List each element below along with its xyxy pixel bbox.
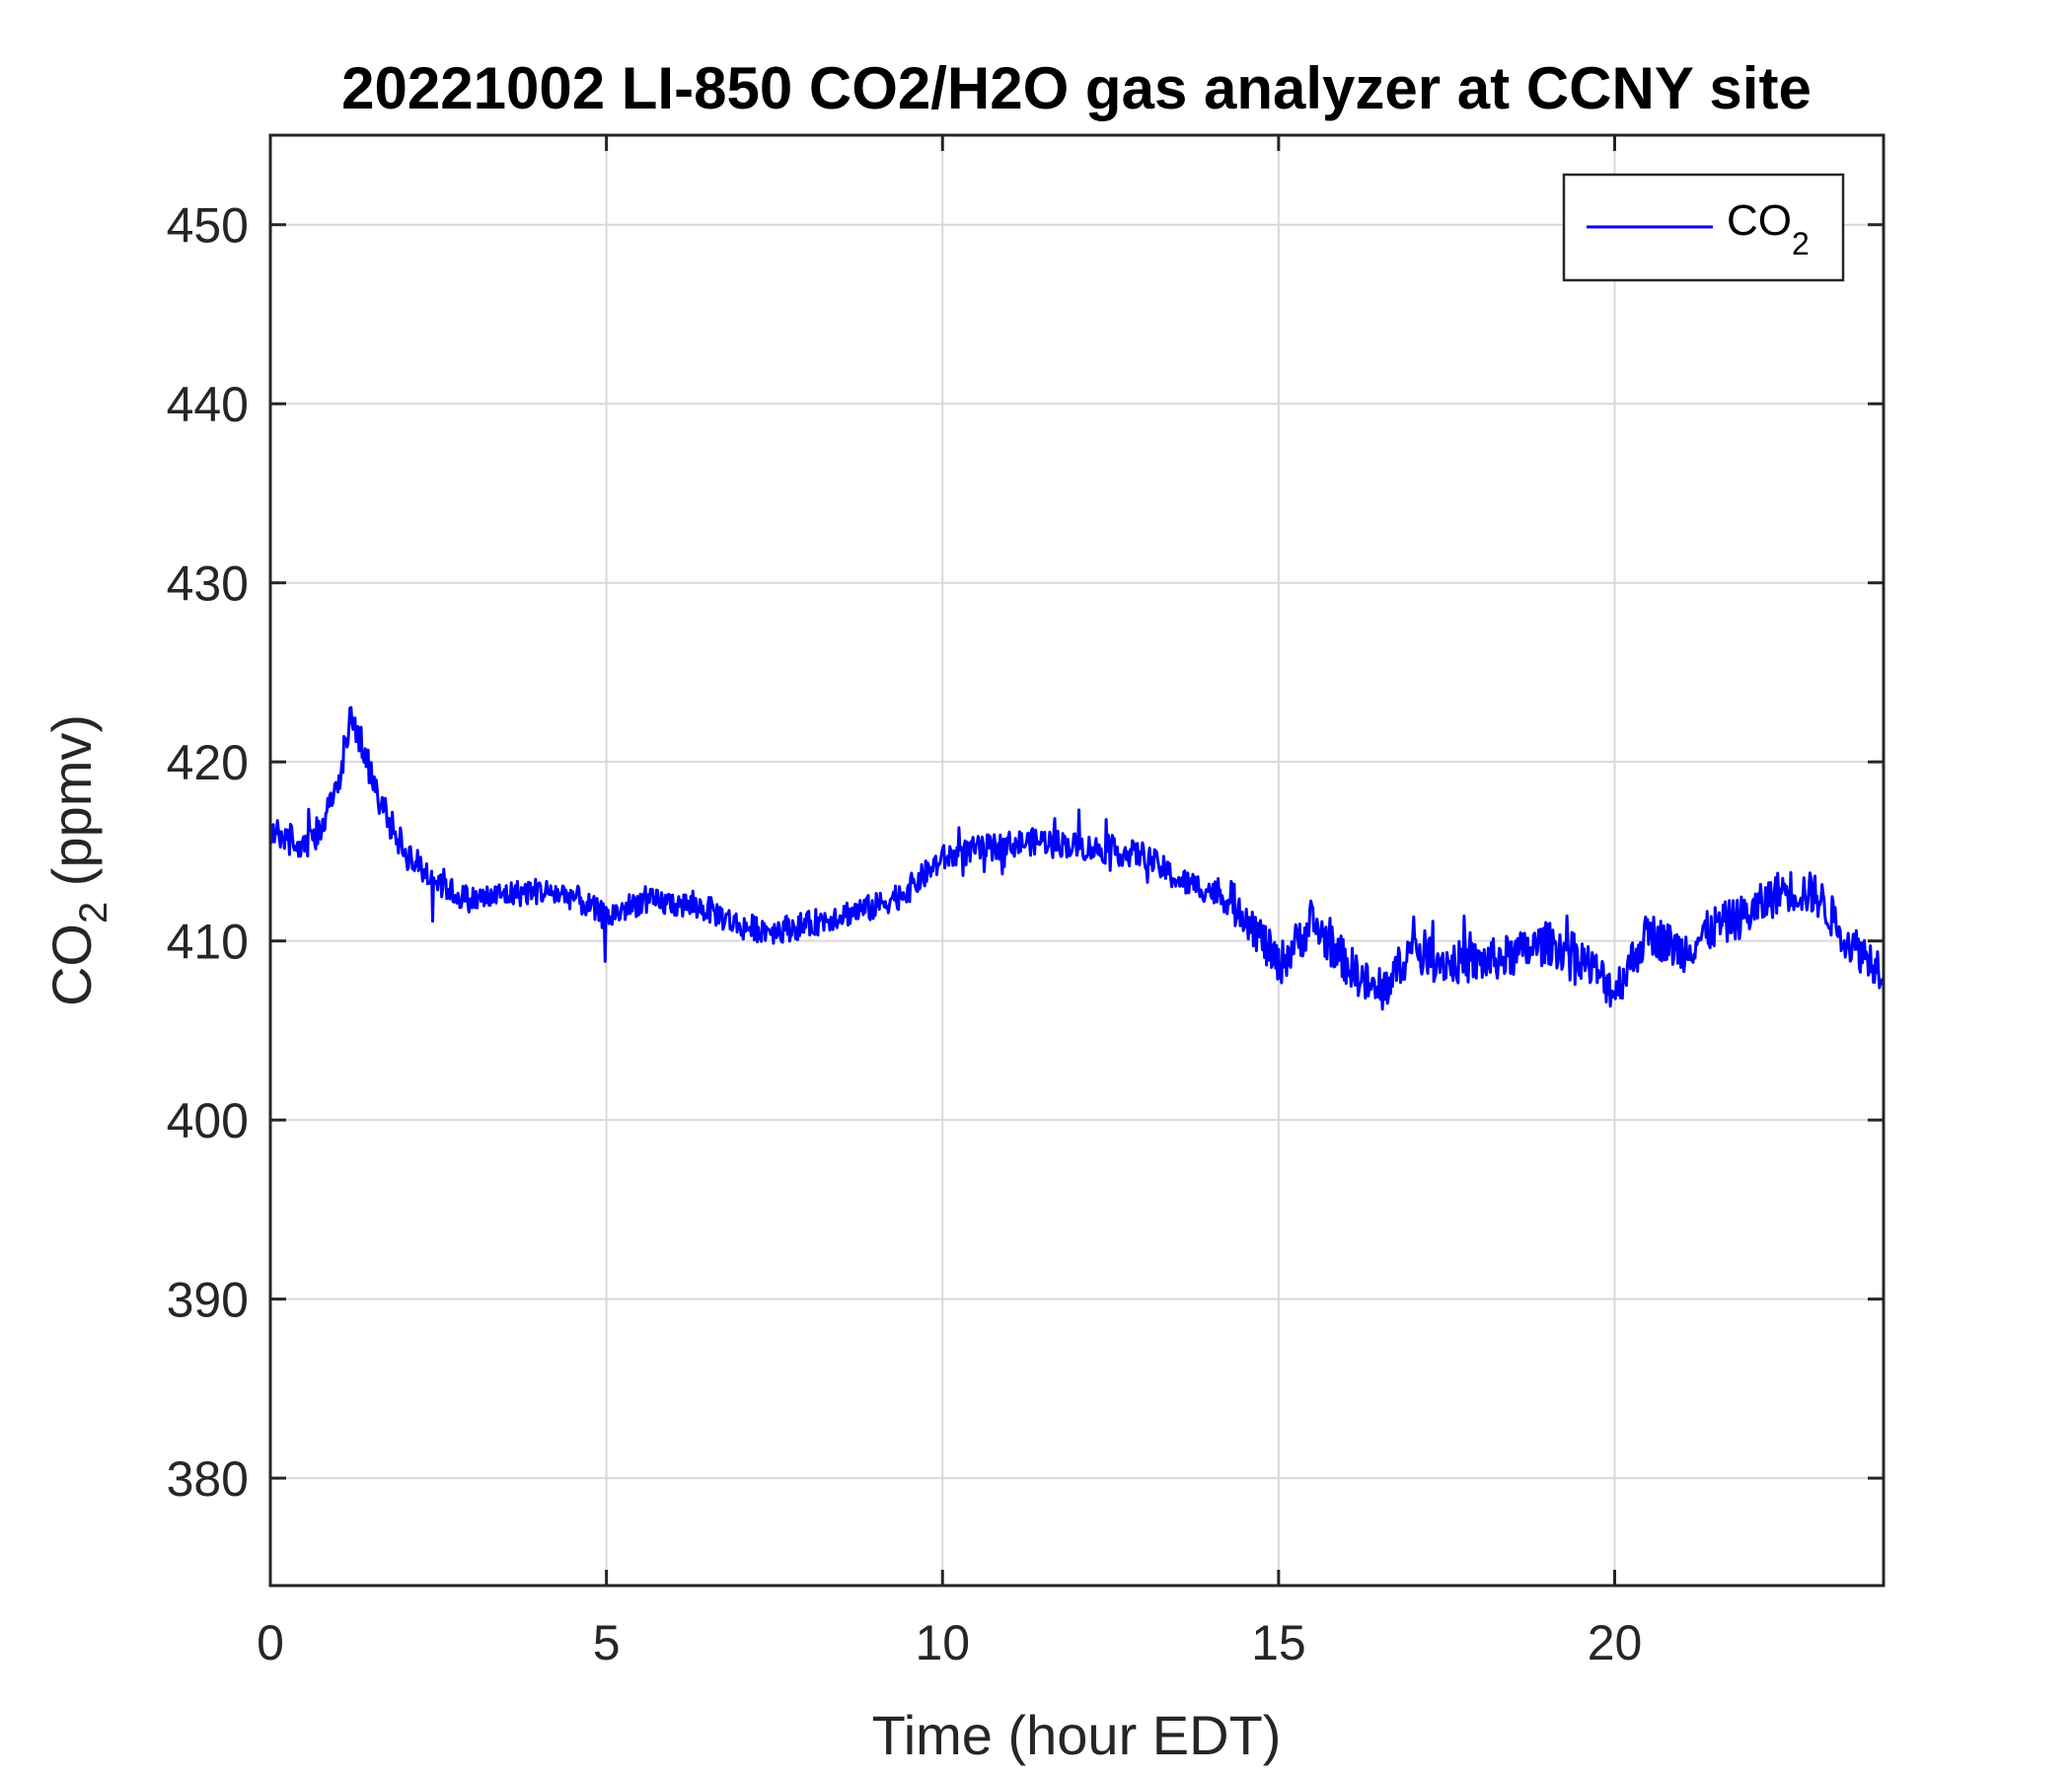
plot-frame (268, 133, 1886, 1588)
y-tick-label: 440 (167, 377, 249, 432)
x-tick-label: 20 (1588, 1615, 1643, 1670)
co2-series-line (268, 705, 1886, 1011)
x-axis-label: Time (hour EDT) (872, 1704, 1282, 1766)
y-axis-label-subscript: 2 (72, 902, 115, 924)
y-tick-label: 430 (167, 556, 249, 612)
tick-label-layer: 0 5 10 15 20 380 390 400 410 420 430 440 450 (167, 198, 1643, 1670)
legend: CO2 (1562, 173, 1845, 282)
x-tick-label: 5 (593, 1615, 621, 1670)
legend-entry-base: CO (1727, 196, 1792, 245)
chart-title: 20221002 LI-850 CO2/H2O gas analyzer at … (341, 55, 1812, 121)
y-axis-label-base: CO (40, 924, 103, 1006)
x-tick-label: 15 (1251, 1615, 1306, 1670)
y-axis-label-units: (ppmv) (40, 714, 103, 902)
y-tick-label: 400 (167, 1093, 249, 1148)
y-tick-label: 450 (167, 198, 249, 254)
y-tick-label: 420 (167, 735, 249, 790)
grid-layer (269, 135, 1884, 1586)
y-tick-label: 390 (167, 1273, 249, 1328)
y-tick-label: 410 (167, 915, 249, 970)
x-tick-label: 10 (915, 1615, 970, 1670)
legend-entry-subscript: 2 (1792, 226, 1810, 261)
tick-layer (268, 135, 1884, 1586)
y-axis-label: CO2 (ppmv) (40, 714, 115, 1006)
legend-entry-co2: CO2 (1727, 196, 1810, 261)
y-tick-label: 380 (167, 1451, 249, 1507)
x-tick-label: 0 (257, 1615, 284, 1670)
